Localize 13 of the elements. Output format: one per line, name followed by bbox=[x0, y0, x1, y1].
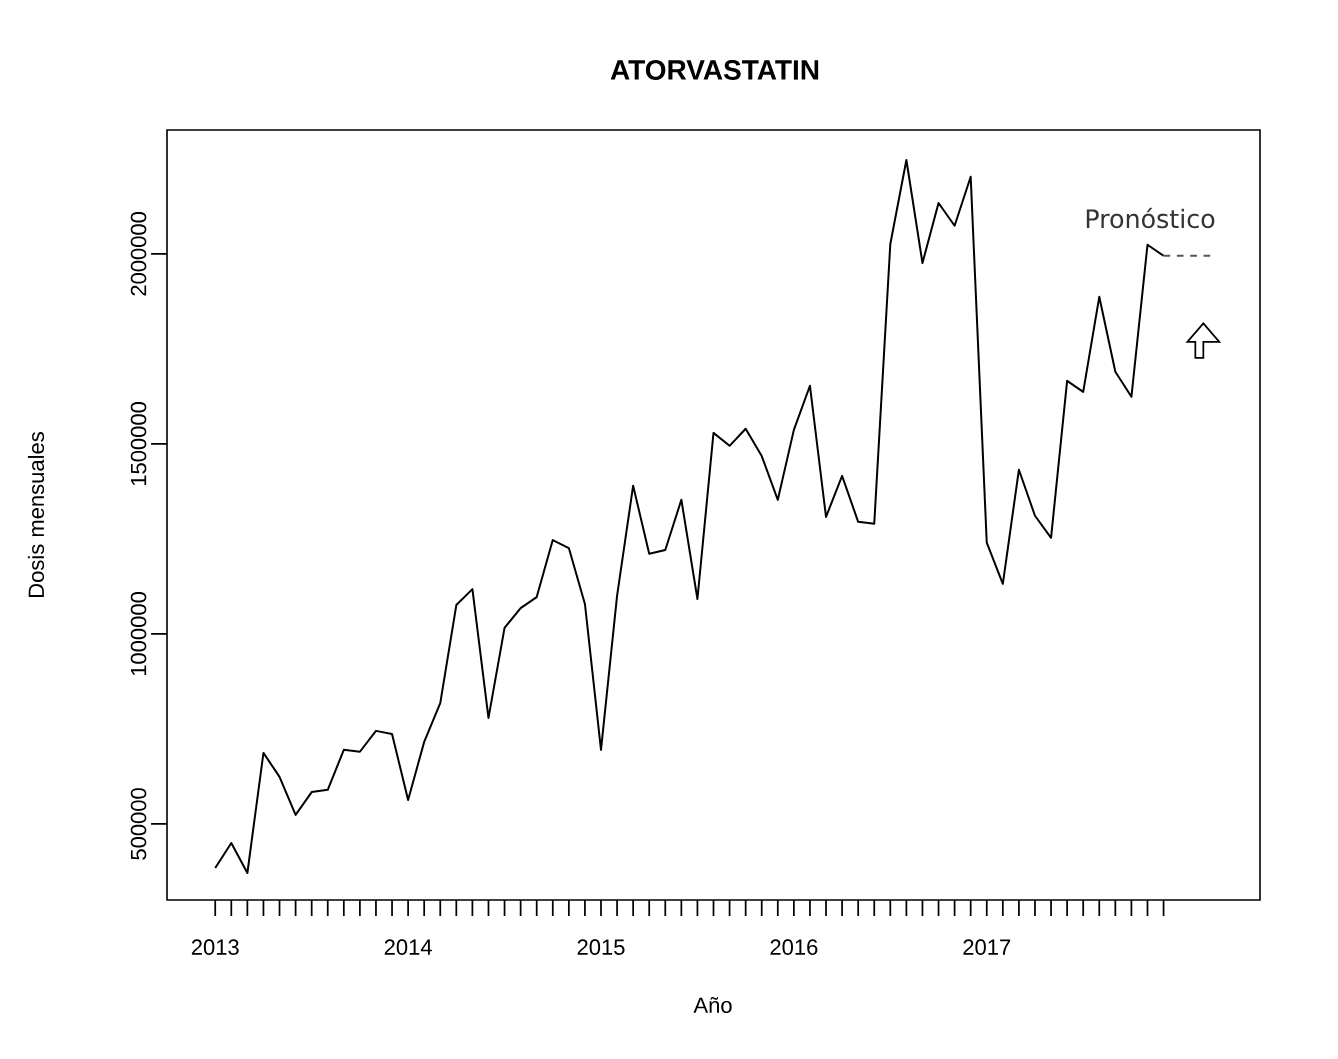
chart-title: ATORVASTATIN bbox=[610, 60, 819, 80]
x-axis-title: Año bbox=[693, 996, 732, 1013]
y-tick-label: 2000000 bbox=[130, 211, 147, 296]
y-tick-label: 500000 bbox=[130, 788, 147, 860]
y-tick-label: 1500000 bbox=[130, 401, 147, 486]
y-tick-label: 1000000 bbox=[130, 592, 147, 676]
x-tick-label: 2016 bbox=[770, 939, 818, 955]
x-tick-label: 2015 bbox=[577, 939, 625, 955]
x-tick-label: 2013 bbox=[191, 939, 239, 955]
x-tick-label: 2017 bbox=[963, 939, 1011, 955]
x-tick-label: 2014 bbox=[384, 939, 432, 955]
y-axis-title: Dosis mensuales bbox=[27, 432, 45, 597]
annotation: Pronóstico bbox=[1086, 207, 1215, 229]
